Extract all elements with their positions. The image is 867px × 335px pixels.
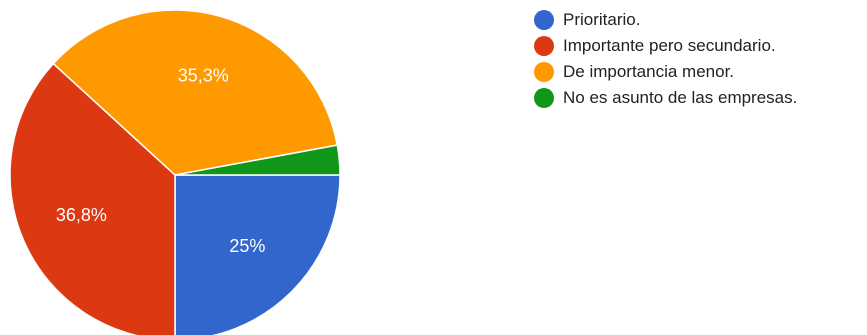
legend-swatch-4 <box>534 88 554 108</box>
legend-swatch-2 <box>534 36 554 56</box>
legend-swatch-3 <box>534 62 554 82</box>
pie-slice-2[interactable] <box>9 62 176 335</box>
pie-slice-label-1: 25% <box>229 236 265 256</box>
legend-item-2[interactable]: Importante pero secundario. <box>534 33 797 59</box>
pie-slice-label-2: 36,8% <box>56 205 107 225</box>
pie-slice-1[interactable] <box>174 174 341 335</box>
legend-label-1: Prioritario. <box>563 10 641 29</box>
legend-label-3: De importancia menor. <box>563 62 735 81</box>
legend-swatch-1 <box>534 10 554 30</box>
pie-slice-3[interactable] <box>52 9 339 176</box>
chart-legend: Prioritario. Importante pero secundario. D… <box>534 7 797 111</box>
legend-item-3[interactable]: De importancia menor. <box>534 59 797 85</box>
legend-label-2: Importante pero secundario. <box>563 36 776 55</box>
legend-label-4: No es asunto de las empresas. <box>563 88 798 107</box>
pie-slice-label-3: 35,3% <box>178 65 229 85</box>
legend-item-4[interactable]: No es asunto de las empresas. <box>534 85 797 111</box>
legend-item-1[interactable]: Prioritario. <box>534 7 797 33</box>
pie-slice-4[interactable] <box>174 144 341 176</box>
